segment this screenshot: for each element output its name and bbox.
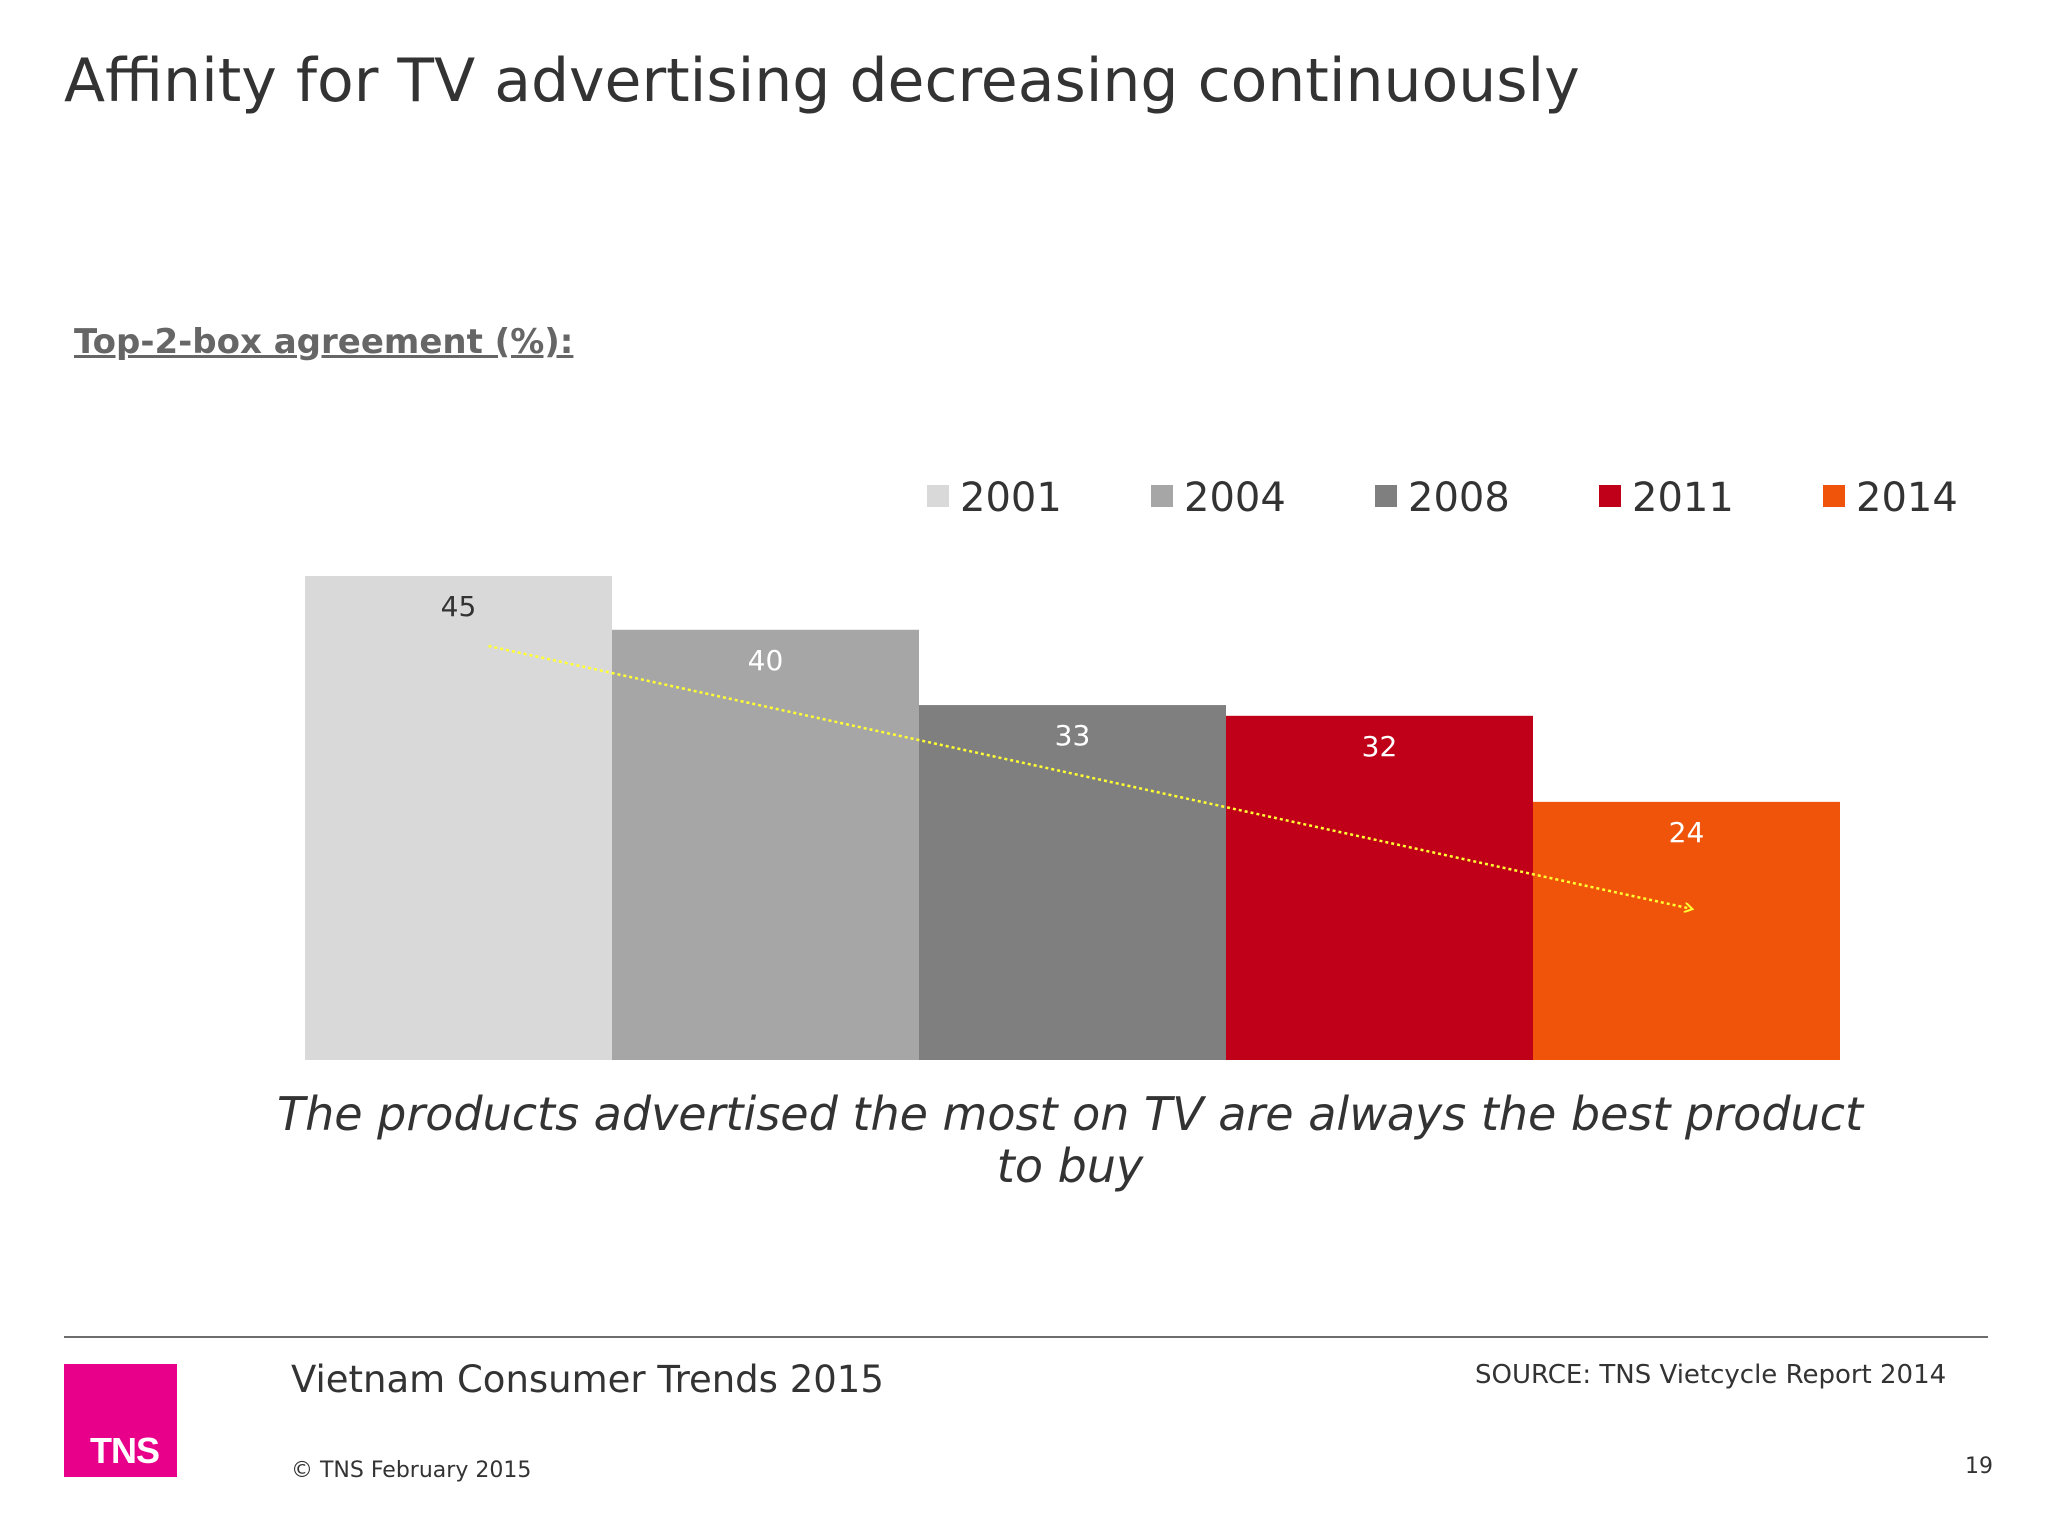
- data-label-2014: 24: [1669, 816, 1705, 849]
- bar-chart: 2001 2004 2008 2011 2014 45 40 33 32 24: [305, 475, 1958, 1060]
- bar-2001: [305, 576, 612, 1060]
- legend-swatch-2011: [1599, 485, 1621, 507]
- chart-subtitle: Top-2-box agreement (%):: [74, 322, 574, 362]
- data-label-2008: 33: [1055, 719, 1091, 752]
- legend-label-2011: 2011: [1632, 475, 1734, 521]
- legend-item-2004: 2004: [1151, 475, 1286, 521]
- page-number: 19: [1965, 1454, 1993, 1479]
- bar-2008: [919, 705, 1226, 1060]
- legend-swatch-2001: [927, 485, 949, 507]
- chart-bars: [305, 576, 1840, 1060]
- chart-data-labels: 45 40 33 32 24: [441, 590, 1705, 849]
- chart-legend: 2001 2004 2008 2011 2014: [927, 475, 1958, 521]
- legend-item-2001: 2001: [927, 475, 1062, 521]
- bar-2014: [1533, 801, 1840, 1060]
- logo-text: TNS: [90, 1430, 160, 1471]
- data-label-2011: 32: [1362, 730, 1398, 763]
- footer-copyright: © TNS February 2015: [291, 1458, 532, 1483]
- caption-text: The products advertised the most on TV a…: [276, 1087, 1863, 1193]
- bar-2004: [612, 629, 919, 1060]
- legend-item-2014: 2014: [1823, 475, 1958, 521]
- legend-swatch-2014: [1823, 485, 1845, 507]
- data-label-2004: 40: [748, 644, 784, 677]
- footer-source: SOURCE: TNS Vietcycle Report 2014: [1475, 1360, 1947, 1390]
- footer-title: Vietnam Consumer Trends 2015: [291, 1358, 884, 1401]
- footer-divider: [64, 1336, 1988, 1338]
- legend-label-2001: 2001: [960, 475, 1062, 521]
- legend-label-2008: 2008: [1408, 475, 1510, 521]
- legend-item-2011: 2011: [1599, 475, 1734, 521]
- legend-label-2014: 2014: [1856, 475, 1958, 521]
- tns-logo: TNS: [64, 1364, 177, 1477]
- legend-label-2004: 2004: [1184, 475, 1286, 521]
- legend-item-2008: 2008: [1375, 475, 1510, 521]
- page-title: Affinity for TV advertising decreasing c…: [64, 46, 1580, 116]
- legend-swatch-2008: [1375, 485, 1397, 507]
- data-label-2001: 45: [441, 590, 477, 623]
- legend-swatch-2004: [1151, 485, 1173, 507]
- bar-2011: [1226, 715, 1533, 1060]
- trend-arrow: [488, 644, 1692, 909]
- chart-caption: The products advertised the most on TV a…: [0, 1088, 2048, 1192]
